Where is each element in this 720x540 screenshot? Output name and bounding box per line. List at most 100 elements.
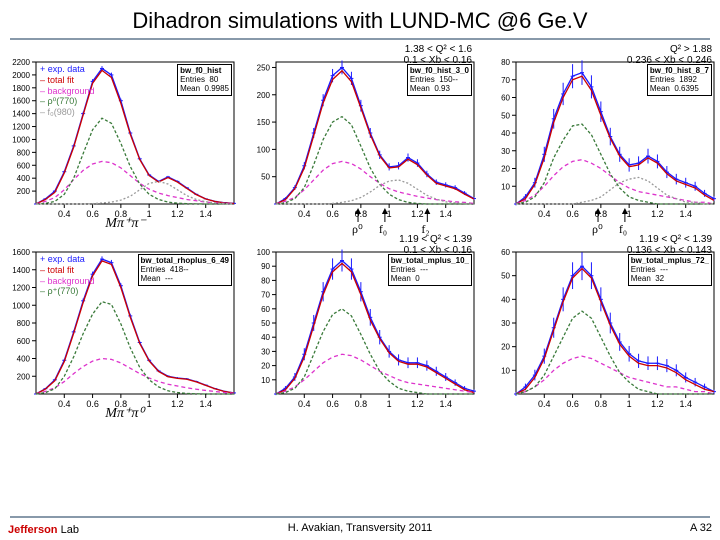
footer: Jefferson Lab H. Avakian, Transversity 2… (0, 518, 720, 536)
svg-text:800: 800 (17, 148, 31, 157)
svg-text:20: 20 (501, 343, 510, 352)
svg-text:0.4: 0.4 (538, 399, 551, 409)
svg-text:1000: 1000 (12, 301, 30, 310)
svg-text:40: 40 (261, 333, 270, 342)
svg-text:200: 200 (257, 91, 271, 100)
svg-text:1.4: 1.4 (439, 209, 452, 219)
x-axis-label: Mπ⁺π⁰ (105, 405, 144, 422)
svg-text:30: 30 (501, 147, 510, 156)
svg-text:250: 250 (257, 63, 271, 72)
panel-1-1: 0.4 0.6 0.8 1 1.2 1.4 10 20 30 40 50 60 70 80 90 100 bw_… (240, 234, 480, 424)
svg-text:0.4: 0.4 (58, 209, 71, 219)
kinematic-label: 1.38 < Q² < 1.60.1 < Xb < 0.16 (404, 44, 472, 66)
svg-text:0.6: 0.6 (86, 399, 99, 409)
svg-text:50: 50 (501, 272, 510, 281)
svg-text:1.2: 1.2 (411, 399, 424, 409)
stat-box: bw_f0_hist_8_7Entries 1892Mean 0.6395 (647, 64, 712, 96)
svg-text:0.8: 0.8 (355, 399, 368, 409)
panel-grid: 0.40.60.811.21.4200400600800100012001400… (0, 44, 720, 424)
svg-text:1.2: 1.2 (411, 209, 424, 219)
svg-text:50: 50 (501, 111, 510, 120)
svg-text:0.6: 0.6 (566, 209, 579, 219)
svg-text:1200: 1200 (12, 284, 30, 293)
svg-text:20: 20 (261, 362, 270, 371)
svg-text:90: 90 (261, 262, 270, 271)
footer-right: A 32 (690, 522, 712, 534)
panel-2-0: 0.40.60.811.21.41020304050607080bw_f0_hi… (480, 44, 720, 234)
svg-text:0.4: 0.4 (298, 209, 311, 219)
svg-text:1: 1 (147, 209, 152, 219)
svg-text:1400: 1400 (12, 266, 30, 275)
legend: + exp. data– total fit– background– ρ⁺(7… (40, 254, 95, 297)
svg-text:1.2: 1.2 (171, 399, 184, 409)
x-axis-label: Mπ⁺π⁻ (105, 215, 145, 232)
stat-box: bw_total_rhoplus_6_49Entries 418--Mean -… (138, 254, 232, 286)
svg-text:200: 200 (17, 372, 31, 381)
svg-text:1400: 1400 (12, 110, 30, 119)
stat-box: bw_f0_histEntries 80Mean 0.9985 (177, 64, 232, 96)
svg-text:0.4: 0.4 (538, 209, 551, 219)
svg-text:1: 1 (387, 399, 392, 409)
svg-text:30: 30 (261, 347, 270, 356)
slide-title: Dihadron simulations with LUND-MC @6 Ge.… (0, 0, 720, 38)
svg-text:1800: 1800 (12, 84, 30, 93)
svg-text:60: 60 (501, 94, 510, 103)
svg-text:0.6: 0.6 (566, 399, 579, 409)
svg-text:1.4: 1.4 (199, 399, 212, 409)
svg-text:80: 80 (501, 58, 510, 67)
kinematic-label: Q² > 1.880.236 < Xb < 0.246 (627, 44, 712, 66)
svg-text:2200: 2200 (12, 58, 30, 67)
legend: + exp. data– total fit– background– ρ⁰(7… (40, 64, 95, 118)
svg-text:10: 10 (261, 376, 270, 385)
svg-text:600: 600 (17, 337, 31, 346)
svg-text:1000: 1000 (12, 135, 30, 144)
svg-text:100: 100 (257, 145, 271, 154)
svg-text:0.4: 0.4 (58, 399, 71, 409)
svg-text:100: 100 (257, 248, 271, 257)
svg-text:1600: 1600 (12, 248, 30, 257)
svg-text:1: 1 (627, 399, 632, 409)
svg-text:1.4: 1.4 (199, 209, 212, 219)
svg-text:1.4: 1.4 (439, 399, 452, 409)
svg-text:400: 400 (17, 355, 31, 364)
title-rule (10, 38, 710, 40)
svg-text:0.4: 0.4 (298, 399, 311, 409)
svg-text:60: 60 (261, 305, 270, 314)
svg-text:30: 30 (501, 319, 510, 328)
stat-box: bw_f0_hist_3_0Entries 150--Mean 0.93 (407, 64, 472, 96)
svg-text:0.6: 0.6 (86, 209, 99, 219)
svg-text:1.2: 1.2 (651, 399, 664, 409)
svg-text:1.4: 1.4 (679, 399, 692, 409)
svg-text:200: 200 (17, 187, 31, 196)
svg-text:400: 400 (17, 174, 31, 183)
svg-text:1.2: 1.2 (171, 209, 184, 219)
stat-box: bw_total_mplus_72_Entries ---Mean 32 (628, 254, 712, 286)
panel-0-0: 0.40.60.811.21.4200400600800100012001400… (0, 44, 240, 234)
svg-text:1200: 1200 (12, 123, 30, 132)
svg-text:800: 800 (17, 319, 31, 328)
svg-text:150: 150 (257, 118, 271, 127)
panel-0-1: 0.40.60.811.21.4200400600800100012001400… (0, 234, 240, 424)
svg-text:600: 600 (17, 161, 31, 170)
svg-text:1.4: 1.4 (679, 209, 692, 219)
svg-text:50: 50 (261, 173, 270, 182)
footer-center: H. Avakian, Transversity 2011 (288, 522, 433, 534)
kinematic-label: 1.19 < Q² < 1.390.136 < Xb < 0.143 (627, 234, 712, 256)
svg-text:0.8: 0.8 (595, 399, 608, 409)
jlab-logo: Jefferson Lab (8, 524, 79, 536)
svg-text:50: 50 (261, 319, 270, 328)
svg-text:70: 70 (261, 291, 270, 300)
svg-text:0.6: 0.6 (326, 399, 339, 409)
svg-text:40: 40 (501, 295, 510, 304)
svg-text:70: 70 (501, 76, 510, 85)
svg-text:0.6: 0.6 (326, 209, 339, 219)
svg-text:60: 60 (501, 248, 510, 257)
svg-text:80: 80 (261, 276, 270, 285)
panel-1-0: 0.40.60.811.21.450100150200250bw_f0_hist… (240, 44, 480, 234)
stat-box: bw_total_mplus_10_Entries ---Mean 0 (388, 254, 472, 286)
svg-text:40: 40 (501, 129, 510, 138)
svg-text:2000: 2000 (12, 71, 30, 80)
panel-2-1: 0.40.60.811.21.4102030405060bw_total_mpl… (480, 234, 720, 424)
svg-text:20: 20 (501, 165, 510, 174)
svg-text:1: 1 (147, 399, 152, 409)
